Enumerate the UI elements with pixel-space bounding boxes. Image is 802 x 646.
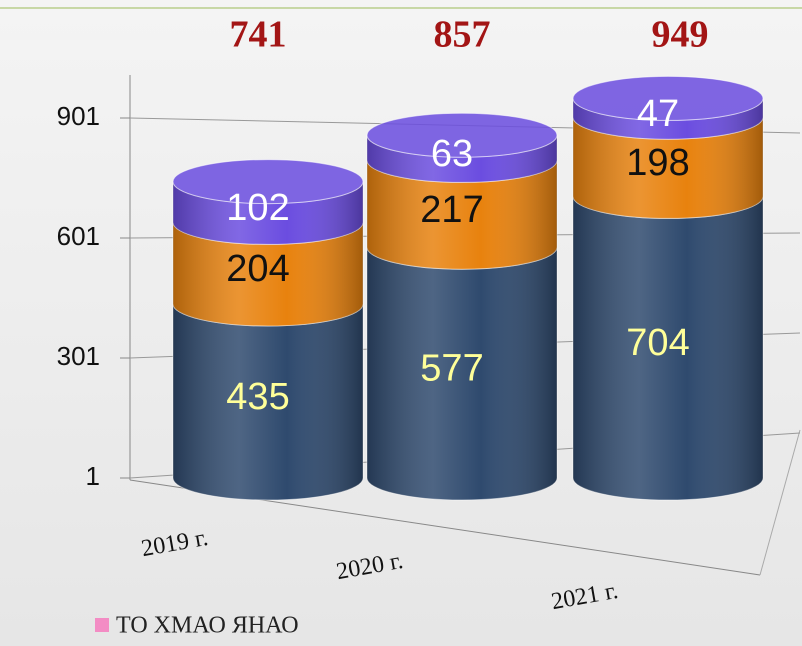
value-label: 435 xyxy=(226,376,289,418)
cylinder-segment xyxy=(366,160,558,270)
value-label: 102 xyxy=(226,187,289,229)
segment-shade xyxy=(573,98,763,140)
value-label: 47 xyxy=(637,93,679,135)
value-label: 704 xyxy=(626,322,689,364)
legend-label: ТО ХМАО ЯНАО xyxy=(116,613,299,639)
value-label: 577 xyxy=(420,348,483,390)
cylinder-segment xyxy=(366,112,558,183)
total-label: 949 xyxy=(652,14,709,56)
cylinder-segment xyxy=(366,247,558,501)
floor-edge xyxy=(759,429,801,576)
segment-shade xyxy=(173,304,363,500)
segment-shade xyxy=(367,160,557,270)
cylinder-segment xyxy=(172,159,364,245)
cylinder-top xyxy=(366,112,558,158)
total-label: 857 xyxy=(434,14,491,56)
y-tick-label: 1 xyxy=(86,461,100,491)
legend-swatch xyxy=(95,618,109,632)
segment-shade xyxy=(573,196,763,500)
value-label: 198 xyxy=(626,142,689,184)
segment-shade xyxy=(173,222,363,326)
value-label: 217 xyxy=(420,189,483,231)
segment-shade xyxy=(367,247,557,500)
segment-shade xyxy=(367,135,557,183)
cylinder-segment xyxy=(572,196,764,501)
segment-shade xyxy=(573,117,763,219)
cylinder-segment xyxy=(572,75,764,140)
value-label: 63 xyxy=(431,133,473,175)
segment-shade xyxy=(173,181,363,245)
y-tick-label: 301 xyxy=(57,341,100,371)
cylinder-top xyxy=(572,75,764,121)
cylinder-segment xyxy=(572,117,764,219)
y-tick-label: 601 xyxy=(57,221,100,251)
total-label: 741 xyxy=(230,14,287,56)
value-label: 204 xyxy=(226,248,289,290)
y-tick-label: 901 xyxy=(57,101,100,131)
cylinder-top xyxy=(172,159,364,205)
